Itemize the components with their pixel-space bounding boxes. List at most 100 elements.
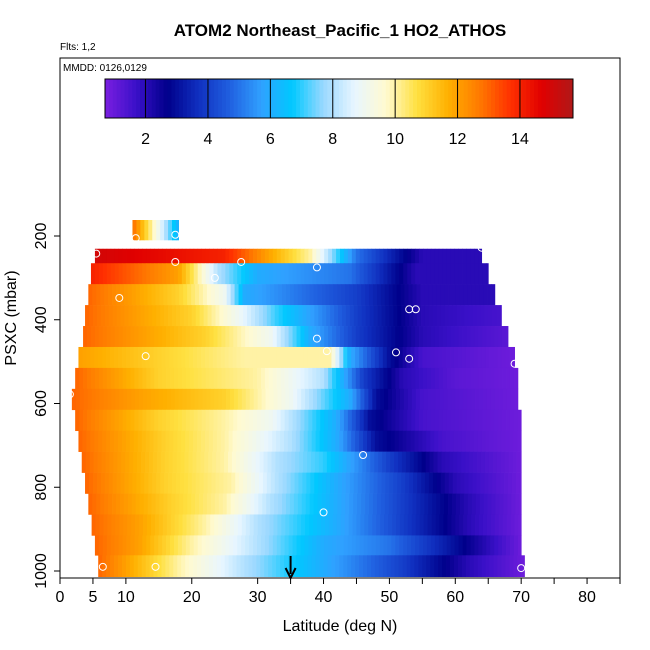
heatmap-cell [126,535,131,556]
heatmap-cell [165,346,170,369]
heatmap-cell [391,263,396,285]
heatmap-cell [174,388,179,411]
heatmap-cell [244,555,249,578]
heatmap-cell [236,346,241,369]
heatmap-cell [173,346,178,369]
x-tick-label: 0 [56,589,65,606]
heatmap-cell [326,472,331,494]
heatmap-cell [328,388,334,411]
heatmap-cell [304,367,309,390]
heatmap-cell [171,284,176,306]
heatmap-cell [455,493,461,515]
heatmap-cell [309,514,314,536]
heatmap-cell [351,263,357,285]
heatmap-cell [501,346,506,369]
heatmap-cell [165,555,170,578]
heatmap-cell [423,263,428,285]
heatmap-cell [233,263,238,285]
heatmap-cell [261,514,266,536]
heatmap-cell [494,535,499,556]
heatmap-cell [105,451,110,473]
heatmap-cell [102,346,107,369]
heatmap-cell [280,346,285,369]
heatmap-cell [498,409,503,432]
heatmap-cell [361,305,367,327]
heatmap-cell [465,346,471,369]
heatmap-cell [330,305,335,327]
heatmap-cell [189,430,194,452]
heatmap-cell [96,284,101,306]
heatmap-cell [272,326,278,348]
heatmap-cell [419,367,424,390]
heatmap-cell [297,514,302,536]
x-tick-label: 80 [578,589,596,606]
heatmap-cell [331,346,336,369]
heatmap-cell [295,430,301,452]
heatmap-cell [505,346,510,369]
heatmap-cell [92,284,97,306]
heatmap-cell [303,451,308,473]
heatmap-cell [434,263,440,285]
heatmap-cell [481,430,486,452]
heatmap-cell [477,555,483,578]
heatmap-cell [455,284,461,306]
heatmap-cell [430,367,436,390]
heatmap-cell [381,472,386,494]
heatmap-cell [388,388,393,411]
heatmap-cell [461,451,466,473]
heatmap-cell [364,514,369,536]
plot-frame [59,57,621,579]
heatmap-cell [117,430,123,452]
heatmap-cell [187,472,193,494]
heatmap-cell [241,326,246,348]
heatmap-cell [94,535,100,556]
heatmap-cell [299,451,304,473]
heatmap-cell [385,472,390,494]
heatmap-cell [124,472,129,494]
heatmap-cell [245,514,251,536]
heatmap-cell [217,263,222,285]
heatmap-cell [440,493,445,515]
heatmap-cell [88,472,94,494]
heatmap-cell [426,326,432,348]
heatmap-cell [154,514,160,536]
heatmap-cell [205,409,210,432]
heatmap-cell [466,248,471,264]
x-tick-label: 10 [117,589,135,606]
heatmap-cell [355,263,361,285]
heatmap-cell [114,248,120,264]
heatmap-cell [291,346,297,369]
heatmap-cell [353,493,358,515]
heatmap-cell [166,535,171,556]
heatmap-cell [363,263,369,285]
heatmap-cell [449,451,454,473]
heatmap-cell [438,326,444,348]
heatmap-cell [343,367,349,390]
heatmap-cell [407,248,412,264]
heatmap-cell [395,326,400,348]
heatmap-cell [403,367,408,390]
heatmap-cell [455,388,460,411]
heatmap-cell [383,535,388,556]
heatmap-cell [442,535,448,556]
heatmap-cell [479,284,485,306]
heatmap-cell [272,346,277,369]
heatmap-cell [189,555,194,578]
heatmap-cell [293,514,298,536]
heatmap-cell [502,535,507,556]
heatmap-cell [409,472,414,494]
heatmap-cell [411,367,416,390]
heatmap-cell [336,535,341,556]
heatmap-cell [185,263,191,285]
heatmap-cell [118,409,123,432]
heatmap-cell [311,346,317,369]
heatmap-cell [297,284,303,306]
heatmap-cell [326,305,331,327]
heatmap-cell [309,493,315,515]
heatmap-cell [320,514,326,536]
heatmap-cell [299,555,305,578]
heatmap-cell [170,535,175,556]
heatmap-cell [110,430,115,452]
heatmap-cell [264,555,269,578]
heatmap-cell [466,326,471,348]
